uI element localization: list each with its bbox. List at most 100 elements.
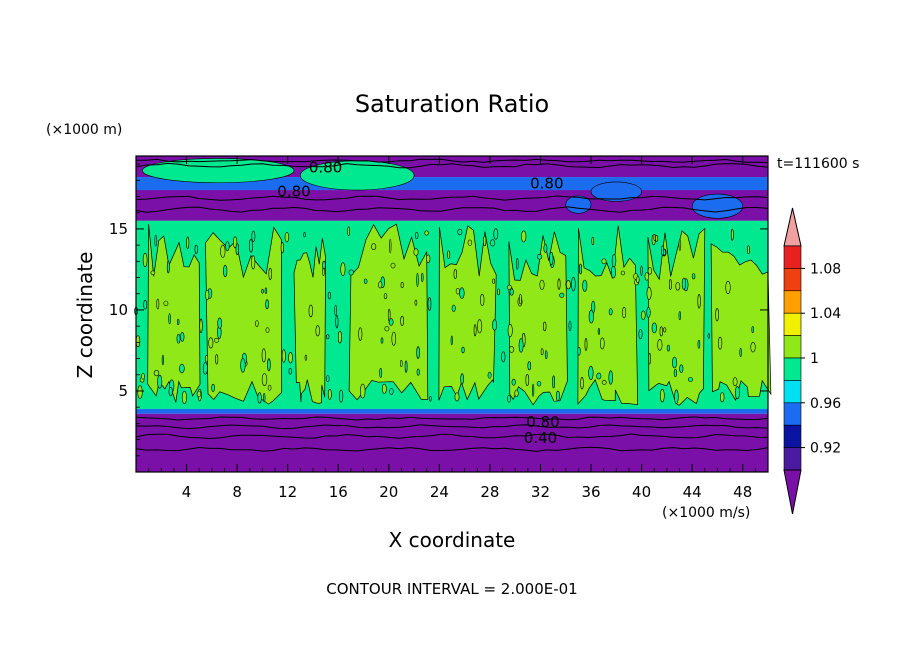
speckle-blob: [176, 333, 181, 344]
colorbar-swatch: [783, 245, 802, 269]
speckle-blob: [519, 294, 522, 305]
speckle-blob: [539, 279, 545, 290]
x-tick-label: 44: [683, 483, 702, 501]
speckle-blob: [265, 299, 269, 310]
speckle-blob: [150, 270, 156, 276]
speckle-blob: [251, 255, 256, 270]
x-tick-label: 24: [430, 483, 449, 501]
speckle-blob: [601, 380, 607, 385]
speckle-blob: [509, 346, 515, 353]
plot-area: [134, 156, 772, 472]
speckle-blob: [480, 293, 485, 306]
speckle-blob: [501, 351, 506, 363]
speckle-blob: [389, 238, 392, 254]
speckle-blob: [240, 358, 246, 373]
speckle-blob: [156, 298, 160, 310]
speckle-blob: [540, 348, 544, 356]
speckle-blob: [308, 304, 313, 318]
speckle-blob: [750, 342, 756, 353]
speckle-blob: [599, 337, 605, 350]
speckle-blob: [384, 326, 390, 332]
contour-labels: 0.800.80 0.800.800.40: [277, 158, 563, 447]
speckle-blob: [601, 258, 607, 265]
speckle-blob: [261, 348, 266, 363]
speckle-blob: [557, 278, 561, 290]
speckle-blob: [220, 244, 226, 258]
speckle-blob: [492, 278, 496, 284]
speckle-blob: [378, 281, 383, 289]
moist-column-6: [577, 225, 639, 405]
speckle-blob: [450, 335, 453, 346]
upper-cloud-streak-2: [590, 181, 642, 202]
speckle-blob: [358, 327, 363, 341]
field-region-0: [136, 413, 768, 472]
x-tick-label: 40: [632, 483, 651, 501]
speckle-blob: [303, 232, 306, 238]
colorbar-cap-top: [783, 207, 802, 247]
speckle-blob: [730, 228, 734, 241]
speckle-blob: [261, 288, 264, 294]
speckle-blob: [389, 388, 394, 395]
speckle-blob: [697, 339, 701, 349]
colorbar-swatch: [783, 380, 802, 404]
speckle-blob: [177, 318, 180, 326]
contour-line-0: [135, 433, 768, 440]
speckle-blob: [675, 282, 681, 291]
speckle-blob: [521, 230, 527, 243]
speckle-blob: [326, 334, 330, 340]
speckle-blob: [640, 265, 643, 277]
speckle-blob: [454, 392, 460, 402]
speckle-blob: [527, 361, 532, 371]
speckle-blob: [400, 282, 404, 288]
speckle-blob: [578, 263, 582, 275]
colorbar: 0.92 0.96 1 1.04 1.08: [783, 207, 841, 515]
contour-line-1: [135, 424, 769, 430]
x-tick-label: 32: [531, 483, 550, 501]
speckle-blob: [427, 297, 432, 311]
x-tick-label: 48: [733, 483, 752, 501]
speckle-blob: [697, 293, 701, 309]
speckle-blob: [678, 238, 682, 251]
speckle-blob: [363, 278, 368, 284]
speckle-blob: [322, 260, 326, 270]
speckle-blob: [678, 311, 681, 321]
contour-interval-footer: CONTOUR INTERVAL = 2.000E-01: [326, 580, 577, 598]
contour-line-3: [135, 446, 769, 452]
speckle-blob: [334, 304, 337, 316]
speckle-blob: [659, 326, 663, 337]
speckle-blob: [327, 388, 332, 400]
speckle-blob: [542, 321, 547, 332]
colorbar-label: 1: [810, 351, 819, 367]
speckle-blob: [596, 372, 602, 380]
speckle-blob: [400, 315, 404, 327]
speckle-blob: [267, 384, 272, 391]
speckle-blob: [507, 323, 513, 338]
speckle-blob: [337, 330, 342, 344]
speckle-blob: [646, 306, 651, 318]
x-tick-label: 20: [379, 483, 398, 501]
speckle-blob: [360, 383, 366, 399]
speckle-blob: [249, 238, 253, 253]
speckle-blob: [679, 364, 684, 374]
speckle-blob: [659, 388, 665, 403]
y-tick-label: 10: [109, 301, 128, 319]
speckle-blob: [687, 377, 694, 382]
speckle-blob: [225, 241, 230, 252]
speckle-blob: [584, 337, 588, 351]
speckle-blob: [215, 354, 219, 365]
speckle-blob: [544, 350, 548, 359]
contour-line-7: [136, 158, 769, 163]
speckle-blob: [608, 370, 613, 385]
speckle-blob: [543, 243, 548, 253]
speckle-blob: [647, 267, 653, 275]
speckle-blob: [566, 280, 571, 290]
speckle-blob: [732, 377, 738, 387]
speckle-blob: [646, 286, 652, 300]
speckle-blob: [492, 319, 498, 331]
speckle-blob: [335, 315, 339, 329]
speckle-blob: [453, 268, 457, 279]
speckle-blob: [181, 390, 187, 405]
speckle-blob: [380, 337, 384, 344]
speckle-blob: [135, 335, 141, 348]
